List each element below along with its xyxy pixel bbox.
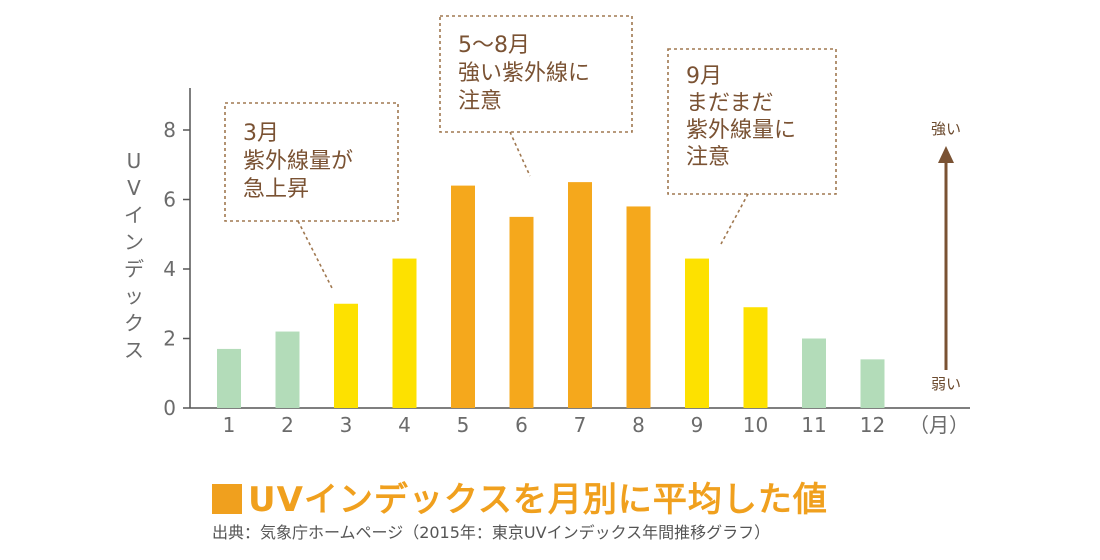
x-ticks: 1 2 3 4 5 6 7 8 9 10 11 12	[223, 413, 886, 437]
callout-may-aug-line-1: 5〜8月	[458, 33, 530, 58]
y-tick-label: 2	[163, 327, 176, 351]
callout-march: 3月 紫外線量が 急上昇	[224, 102, 399, 291]
x-axis-unit-label: （月）	[909, 413, 969, 437]
callout-september-line-1: 9月	[686, 64, 722, 89]
bar-month-5	[451, 185, 475, 408]
title-square-icon	[212, 484, 242, 514]
bar-month-12	[860, 359, 885, 408]
chart-source: 出典：気象庁ホームページ（2015年：東京UVインデックス年間推移グラフ）	[212, 523, 771, 542]
y-axis-title: UVインデックス	[124, 149, 144, 362]
x-tick-label: 10	[743, 413, 768, 437]
bar-month-11	[802, 338, 826, 408]
bars	[217, 182, 885, 408]
y-axis-title-char: ク	[124, 311, 144, 335]
callout-september-line-4: 注意	[686, 145, 730, 170]
callout-september-line-3: 紫外線量に	[686, 118, 796, 143]
bar-month-4	[392, 258, 417, 408]
chart-title-text: UVインデックスを月別に平均した値	[248, 480, 828, 520]
intensity-scale: 強い 弱い	[931, 120, 961, 393]
x-tick-label: 2	[281, 413, 294, 437]
callout-september-pointer	[720, 193, 749, 245]
callout-may-aug-box	[439, 15, 633, 133]
callout-march-line-1: 3月	[243, 121, 279, 146]
x-tick-label: 11	[801, 413, 826, 437]
x-tick-label: 1	[223, 413, 236, 437]
y-axis-title-char: ス	[124, 338, 144, 362]
x-tick-label: 7	[574, 413, 587, 437]
callout-may-aug-line-2: 強い紫外線に	[458, 61, 590, 86]
y-tick-label: 6	[163, 188, 176, 212]
callout-march-line-2: 紫外線量が	[243, 149, 353, 174]
x-tick-label: 6	[515, 413, 528, 437]
x-tick-label: 5	[457, 413, 470, 437]
bar-month-8	[626, 206, 651, 408]
bar-month-10	[743, 307, 768, 408]
callout-may-aug-pointer	[509, 131, 531, 177]
callout-september: 9月 まだまだ 紫外線量に 注意	[667, 48, 837, 245]
callouts: 3月 紫外線量が 急上昇 5〜8月 強い紫外線に 注意 9月 まだまだ 紫外線量…	[224, 15, 837, 291]
x-tick-label: 4	[398, 413, 411, 437]
scale-strong-label: 強い	[931, 120, 961, 138]
y-axis-title-char: イ	[124, 203, 144, 227]
bar-month-7	[568, 182, 592, 408]
scale-weak-label: 弱い	[931, 375, 961, 393]
chart-title: UVインデックスを月別に平均した値	[212, 472, 828, 521]
x-tick-label: 9	[691, 413, 704, 437]
bar-month-3	[334, 303, 358, 408]
callout-march-pointer	[297, 220, 334, 291]
y-ticks: 0 2 4 6 8	[163, 118, 190, 420]
y-axis-title-char: ッ	[124, 284, 144, 308]
y-axis-title-char: デ	[124, 257, 144, 281]
y-tick-label: 8	[163, 118, 176, 142]
callout-may-aug-line-3: 注意	[458, 89, 502, 114]
callout-march-line-3: 急上昇	[243, 177, 309, 202]
bar-month-6	[509, 216, 534, 408]
callout-may-aug: 5〜8月 強い紫外線に 注意	[439, 15, 633, 177]
y-tick-label: 0	[163, 396, 176, 420]
scale-arrow-head	[938, 146, 954, 163]
callout-september-box	[667, 48, 837, 195]
callout-march-box	[224, 102, 399, 222]
x-tick-label: 3	[340, 413, 353, 437]
bar-month-9	[685, 258, 709, 408]
y-axis-title-char: V	[127, 176, 141, 200]
bar-month-2	[275, 331, 300, 408]
y-axis-title-char: ン	[124, 230, 144, 254]
x-tick-label: 12	[860, 413, 885, 437]
y-axis-title-char: U	[127, 149, 142, 173]
bar-month-1	[217, 348, 241, 408]
x-tick-label: 8	[632, 413, 645, 437]
y-tick-label: 4	[163, 257, 176, 281]
callout-september-line-2: まだまだ	[686, 91, 774, 116]
